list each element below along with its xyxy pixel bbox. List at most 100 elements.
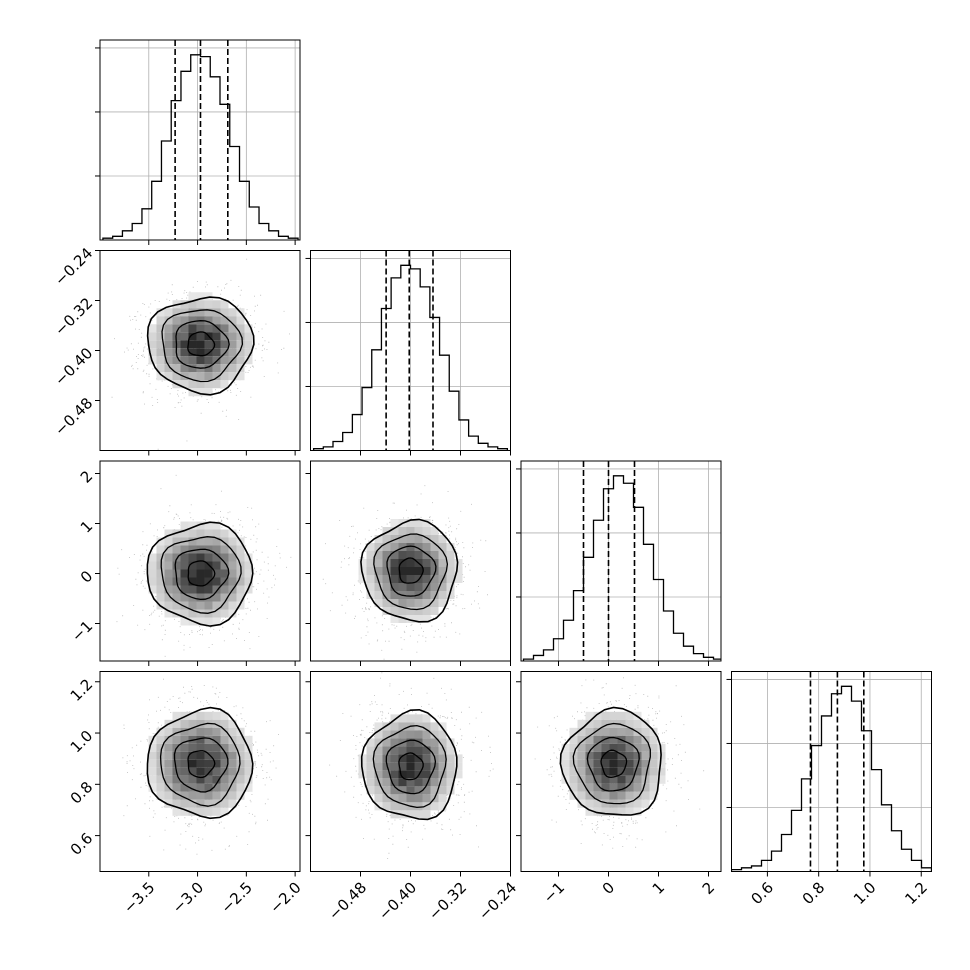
density-cell	[172, 719, 181, 728]
density-cell	[236, 553, 245, 562]
x-tick-label: 1.0	[850, 878, 880, 908]
contour-1sigma	[386, 545, 437, 597]
density-cell	[366, 778, 375, 787]
density-cell	[374, 543, 383, 551]
density-cell	[585, 767, 594, 776]
density-cell	[148, 324, 157, 333]
density-cell	[188, 529, 197, 538]
density-cell	[204, 791, 213, 800]
density-cell	[196, 372, 205, 381]
density-cell	[398, 730, 407, 739]
density-cell	[617, 719, 626, 728]
density-cell	[212, 348, 221, 357]
density-cell	[196, 735, 205, 744]
contour-1.5sigma	[160, 536, 242, 614]
density-cell	[236, 340, 245, 349]
density-cell	[148, 751, 157, 760]
density-cell	[438, 794, 447, 803]
y-tick-label: 0.8	[67, 778, 97, 808]
density-cell	[204, 364, 213, 373]
density-cell	[180, 324, 189, 333]
density-cell	[593, 751, 602, 760]
y-tick-label: 1	[77, 517, 96, 536]
density-cell	[212, 751, 221, 760]
density-cell	[422, 559, 431, 567]
density-cell	[228, 775, 237, 784]
density-cell	[156, 775, 165, 784]
density-cell	[609, 727, 618, 736]
density-cell	[204, 348, 213, 357]
density-cell	[577, 735, 586, 744]
density-cell	[446, 567, 455, 575]
density-cell	[220, 308, 229, 317]
density-cell	[398, 762, 407, 771]
density-cell	[180, 569, 189, 578]
density-cell	[382, 770, 391, 779]
density-cell	[625, 719, 634, 728]
contour-1.5sigma	[372, 724, 447, 809]
density-cell	[196, 332, 205, 341]
density-cell	[414, 786, 423, 795]
density-cell	[406, 778, 415, 787]
density-cell	[212, 324, 221, 333]
density-cell	[406, 730, 415, 739]
density-cell	[422, 527, 431, 535]
density-cell	[204, 529, 213, 538]
density-cell	[156, 332, 165, 341]
density-cell	[164, 759, 173, 768]
density-cell	[430, 746, 439, 755]
density-cell	[228, 372, 237, 381]
density-cell	[164, 332, 173, 341]
density-cell	[180, 609, 189, 618]
density-cell	[220, 348, 229, 357]
density-cell	[430, 738, 439, 747]
density-cell	[188, 324, 197, 333]
density-cell	[180, 577, 189, 586]
density-cell	[390, 591, 399, 599]
density-cell	[382, 802, 391, 811]
density-cell	[398, 551, 407, 559]
density-cell	[164, 735, 173, 744]
density-cell	[204, 292, 213, 301]
density-cell	[398, 786, 407, 795]
density-cell	[390, 519, 399, 527]
density-cell	[228, 601, 237, 610]
density-cell	[438, 802, 447, 811]
density-cell	[164, 545, 173, 554]
density-cell	[156, 569, 165, 578]
density-cell	[212, 332, 221, 341]
density-cell	[398, 770, 407, 779]
x-tick-label: −0.40	[375, 878, 420, 923]
density-cell	[180, 340, 189, 349]
density-cell	[164, 577, 173, 586]
density-cell	[172, 545, 181, 554]
density-cell	[172, 727, 181, 736]
density-cell	[188, 601, 197, 610]
density-cell	[593, 791, 602, 800]
density-cell	[422, 802, 431, 811]
density-cell	[374, 567, 383, 575]
density-cell	[220, 380, 229, 389]
density-cell	[164, 791, 173, 800]
density-cell	[438, 551, 447, 559]
density-cell	[446, 754, 455, 763]
density-cell	[244, 356, 253, 365]
density-cell	[617, 767, 626, 776]
density-cell	[244, 775, 253, 784]
density-cell	[601, 711, 610, 720]
density-cell	[188, 727, 197, 736]
density-cell	[180, 300, 189, 309]
density-cell	[188, 807, 197, 816]
density-cell	[633, 783, 642, 792]
density-cell	[414, 607, 423, 615]
density-cell	[406, 567, 415, 575]
density-cell	[212, 601, 221, 610]
density-cell	[204, 308, 213, 317]
density-cell	[188, 316, 197, 325]
density-cell	[156, 308, 165, 317]
density-cell	[422, 543, 431, 551]
density-cell	[390, 714, 399, 723]
density-cell	[212, 545, 221, 554]
density-cell	[601, 719, 610, 728]
y-tick-label: 0	[77, 567, 96, 586]
